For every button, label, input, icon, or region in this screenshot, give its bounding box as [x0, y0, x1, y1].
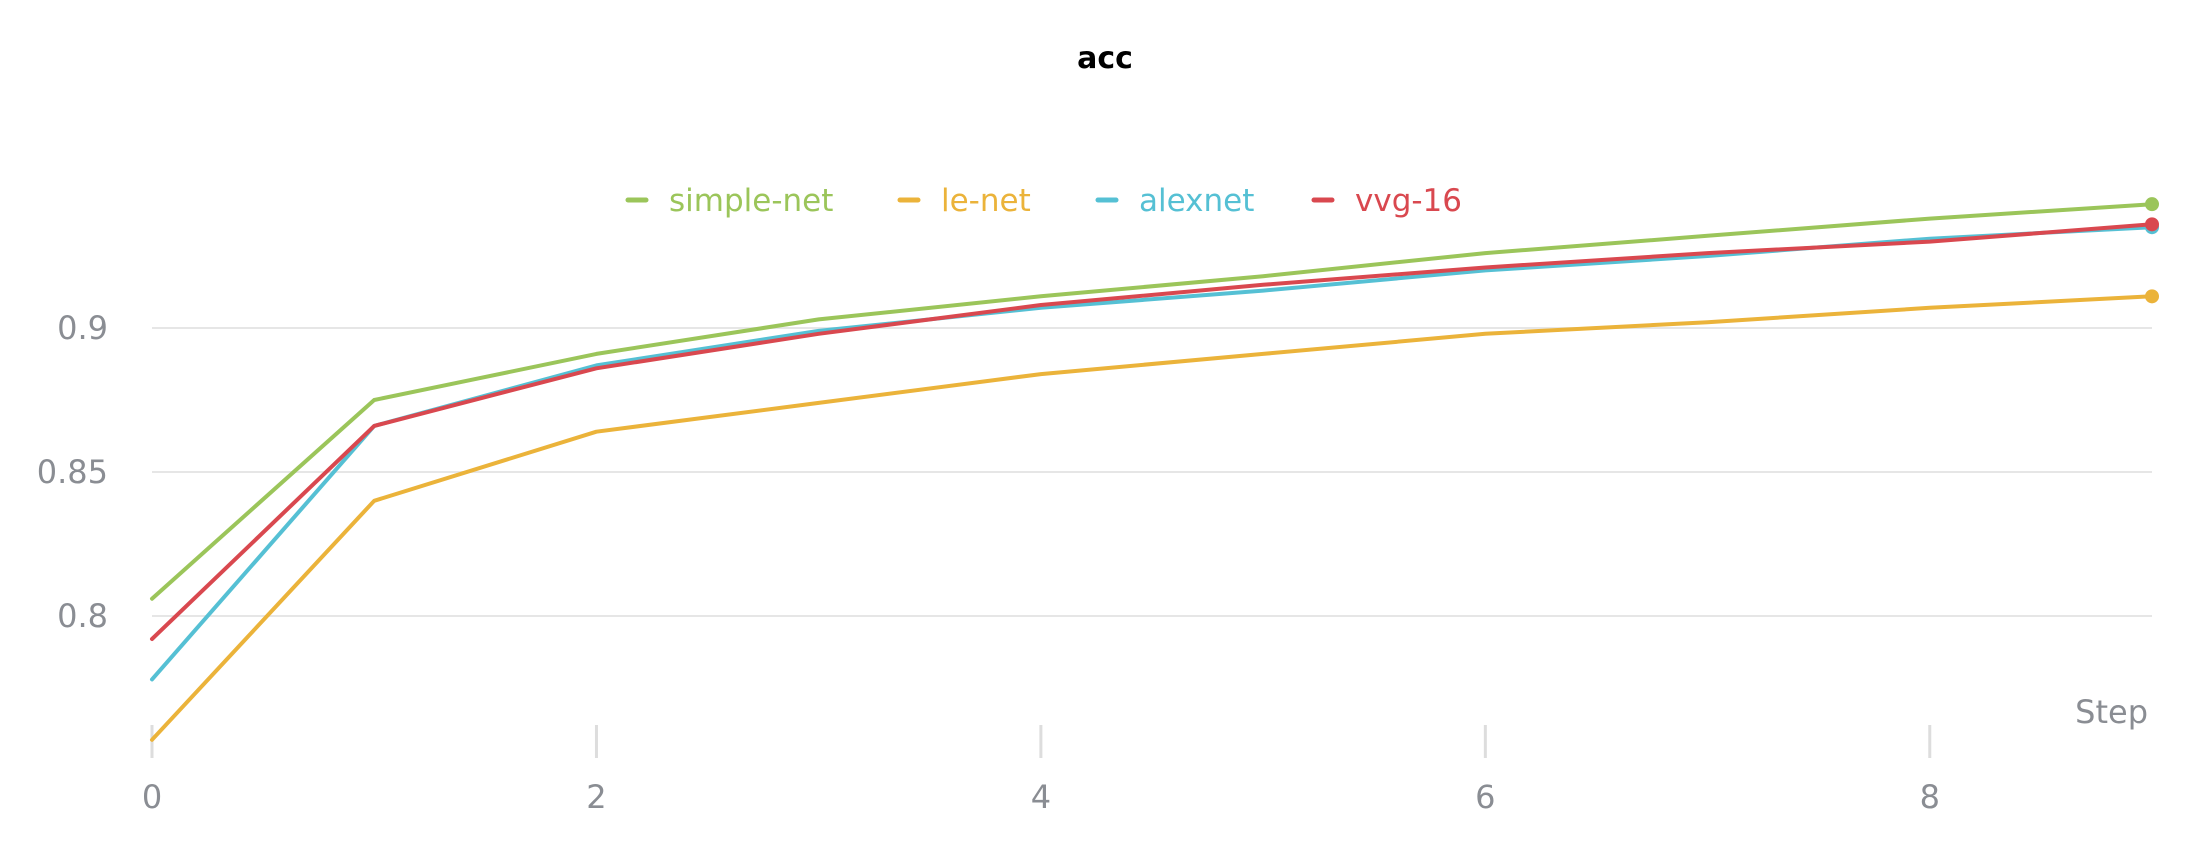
- x-tick-label: 4: [1031, 778, 1051, 816]
- legend-label: simple-net: [669, 183, 833, 219]
- legend-item-vvg-16[interactable]: vvg-16: [1311, 183, 1462, 219]
- series-line-vvg-16[interactable]: [150, 222, 2154, 641]
- legend-item-simple-net[interactable]: simple-net: [625, 183, 833, 219]
- x-tick-label: 0: [142, 778, 162, 816]
- x-tick-label: 8: [1920, 778, 1940, 816]
- gridlines: [152, 327, 2152, 617]
- y-tick-label: 0.9: [57, 309, 108, 347]
- series-end-marker-vvg-16[interactable]: [2145, 217, 2159, 232]
- legend-item-alexnet[interactable]: alexnet: [1095, 183, 1254, 219]
- x-tick-label: 2: [586, 778, 606, 816]
- x-axis: 0 2 4 6 8: [142, 725, 1940, 816]
- legend-label: alexnet: [1139, 183, 1254, 219]
- series-lines: [150, 197, 2159, 742]
- chart-title: acc: [1077, 41, 1133, 76]
- x-axis-label: Step: [2075, 693, 2148, 731]
- legend-label: le-net: [941, 183, 1031, 219]
- series-line-le-net[interactable]: [150, 294, 2154, 742]
- series-end-marker-le-net[interactable]: [2145, 289, 2159, 304]
- legend-label: vvg-16: [1355, 183, 1462, 219]
- series-end-marker-simple-net[interactable]: [2145, 197, 2159, 212]
- y-axis: 0.8 0.85 0.9: [37, 309, 108, 635]
- legend-item-le-net[interactable]: le-net: [897, 183, 1031, 219]
- legend[interactable]: simple-net le-net alexnet vvg-16: [625, 183, 1462, 219]
- y-tick-label: 0.85: [37, 453, 108, 491]
- y-tick-label: 0.8: [57, 597, 108, 635]
- series-line-simple-net[interactable]: [150, 202, 2154, 601]
- x-tick-label: 6: [1475, 778, 1495, 816]
